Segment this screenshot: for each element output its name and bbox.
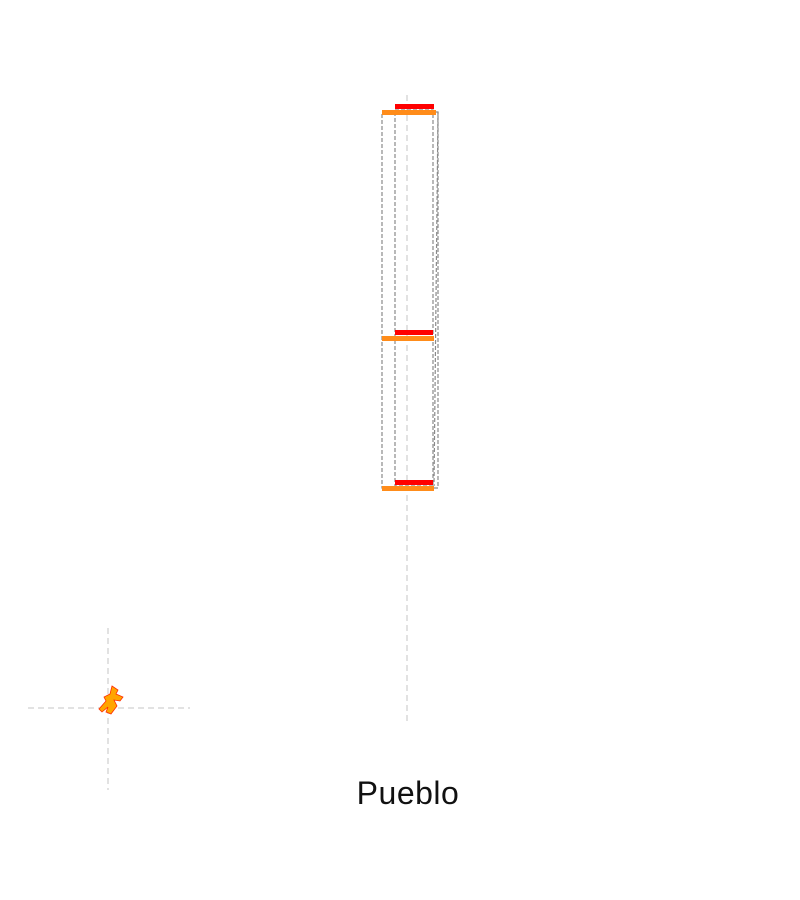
figure-icon	[98, 685, 124, 715]
outer-frame	[381, 111, 439, 489]
bottom-edges	[382, 110, 436, 491]
place-label: Pueblo	[356, 775, 460, 811]
top-edge-middle	[395, 330, 433, 335]
inner-frame	[394, 109, 434, 487]
structure-outline	[381, 109, 439, 489]
top-edges	[395, 104, 434, 485]
slanted-edge	[433, 111, 439, 487]
top-edge-upper	[395, 104, 434, 109]
bottom-edge-lower	[382, 486, 434, 491]
top-edge-lower	[395, 480, 433, 485]
bottom-edge-upper	[382, 110, 436, 115]
bottom-edge-middle	[382, 336, 434, 341]
